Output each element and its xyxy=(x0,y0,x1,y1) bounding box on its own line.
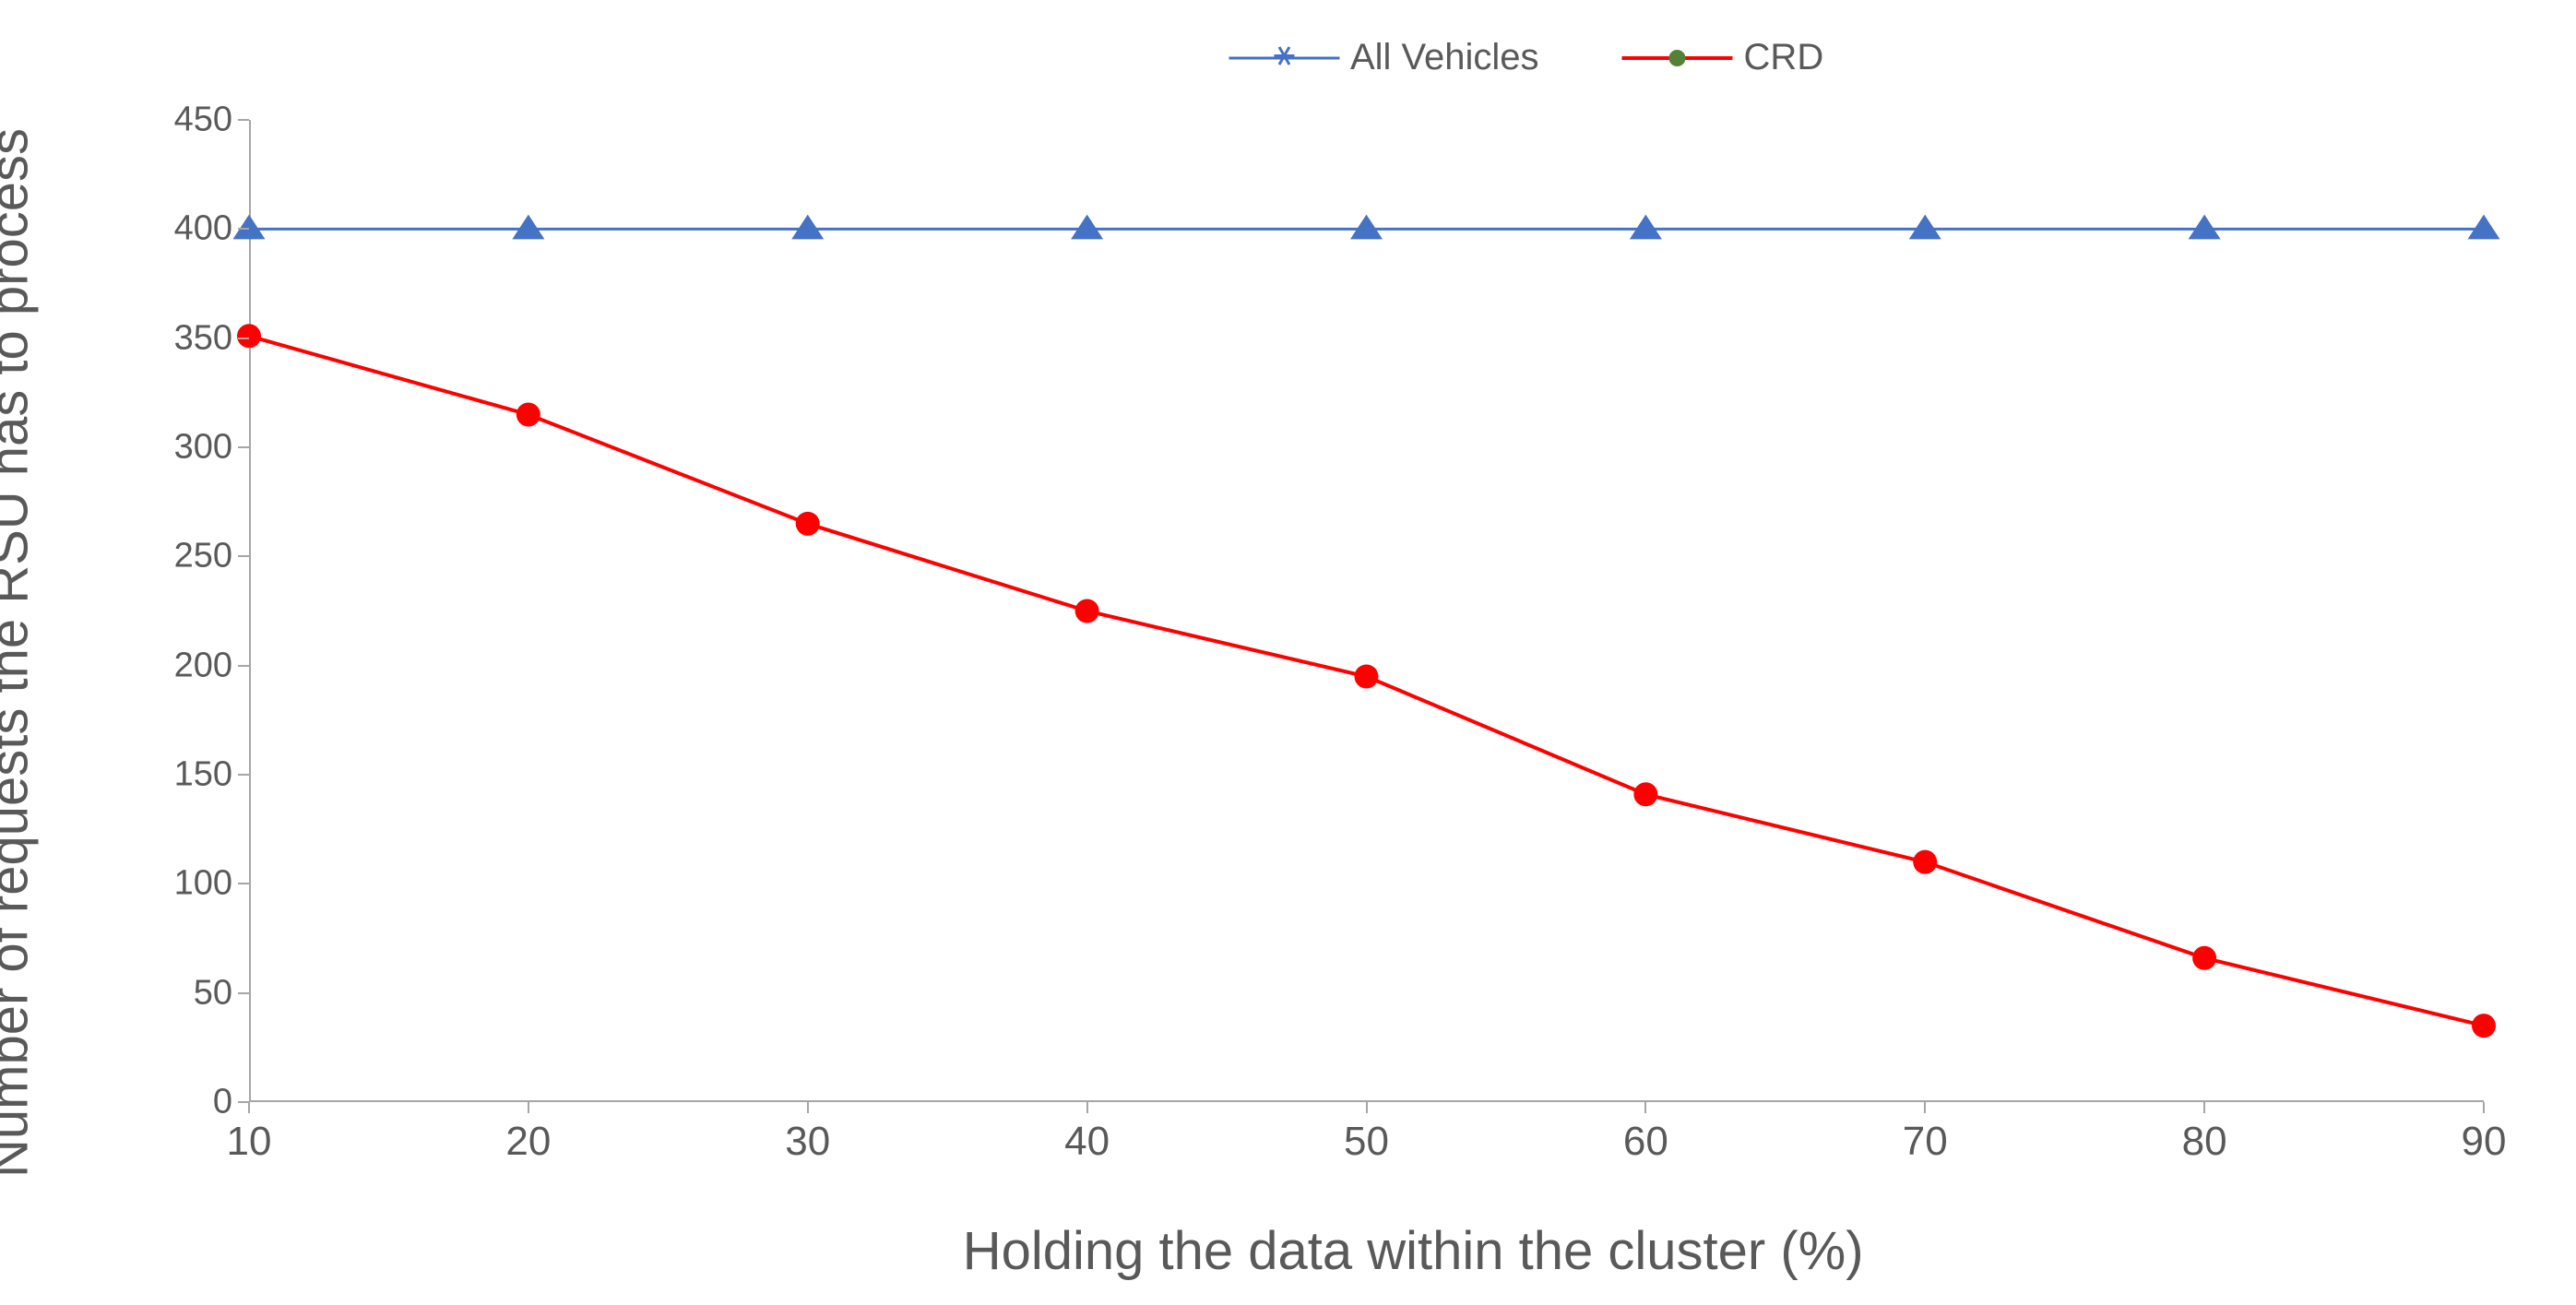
chart-container: All Vehicles CRD Number of requests the … xyxy=(37,37,2539,1268)
legend-item-all-vehicles: All Vehicles xyxy=(1229,37,1539,78)
y-tick-mark xyxy=(238,665,249,667)
triangle-marker xyxy=(2189,215,2221,240)
y-tick-mark xyxy=(238,555,249,557)
x-tick-mark xyxy=(2483,1102,2485,1113)
triangle-marker xyxy=(2468,215,2500,240)
x-tick-mark xyxy=(1924,1102,1926,1113)
legend-label-crd: CRD xyxy=(1744,37,1824,78)
circle-marker xyxy=(1633,782,1657,806)
legend-swatch-all-vehicles xyxy=(1229,44,1339,72)
x-tick-mark xyxy=(1644,1102,1646,1113)
x-tick-mark xyxy=(248,1102,250,1113)
triangle-marker xyxy=(1350,215,1383,240)
y-tick-mark xyxy=(238,774,249,776)
y-tick-mark xyxy=(238,338,249,339)
y-tick-mark xyxy=(238,228,249,230)
x-tick-mark xyxy=(807,1102,809,1113)
triangle-marker xyxy=(1630,215,1662,240)
y-tick-mark xyxy=(238,119,249,121)
x-tick-mark xyxy=(2203,1102,2205,1113)
y-tick-mark xyxy=(238,883,249,884)
triangle-marker xyxy=(1909,215,1941,240)
legend-item-crd: CRD xyxy=(1622,37,1824,78)
triangle-marker xyxy=(512,215,544,240)
circle-marker xyxy=(796,512,820,536)
x-tick-mark xyxy=(1086,1102,1088,1113)
x-tick-mark xyxy=(1366,1102,1368,1113)
circle-marker xyxy=(2472,1014,2496,1038)
x-tick-mark xyxy=(528,1102,529,1113)
asterisk-icon xyxy=(1270,42,1298,74)
y-tick-mark xyxy=(238,992,249,994)
circle-marker xyxy=(1355,665,1379,689)
legend-label-all-vehicles: All Vehicles xyxy=(1350,37,1539,78)
circle-marker xyxy=(1913,850,1937,874)
y-tick-mark xyxy=(238,446,249,448)
circle-marker xyxy=(1075,599,1099,623)
plot-svg xyxy=(249,120,2484,1102)
legend: All Vehicles CRD xyxy=(1229,37,1823,78)
triangle-marker xyxy=(1071,215,1103,240)
plot-area: 0501001502002503003504004501020304050607… xyxy=(249,120,2484,1102)
legend-swatch-crd xyxy=(1622,44,1733,72)
x-axis-title: Holding the data within the cluster (%) xyxy=(963,1220,1864,1282)
circle-marker xyxy=(2192,946,2216,970)
y-axis-title: Number of requests the RSU has to proces… xyxy=(0,128,41,1178)
triangle-marker xyxy=(791,215,824,240)
circle-marker xyxy=(516,403,540,427)
circle-icon xyxy=(1669,50,1686,66)
